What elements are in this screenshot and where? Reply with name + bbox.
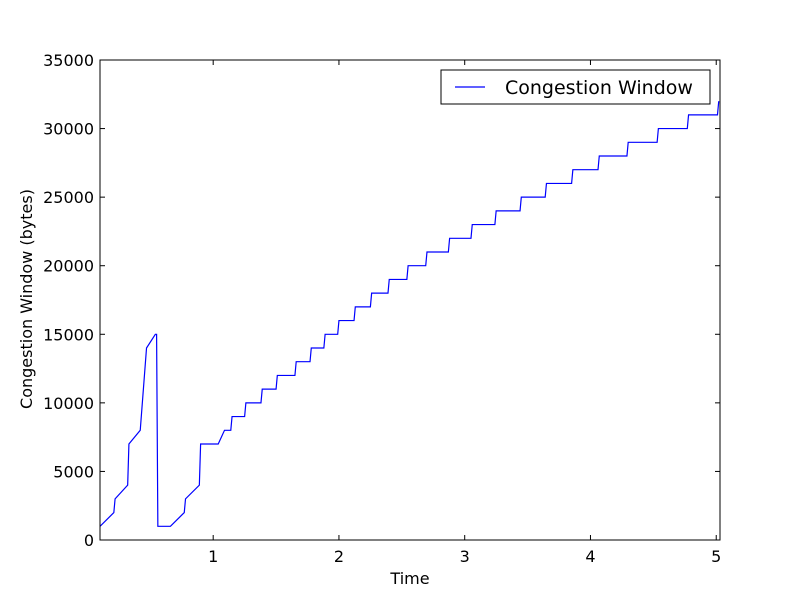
- series-line-1: [100, 101, 720, 527]
- x-tick-label: 1: [208, 547, 218, 566]
- x-tick-label: 4: [585, 547, 595, 566]
- y-tick-label: 30000: [43, 120, 94, 139]
- y-tick-label: 5000: [53, 462, 94, 481]
- legend-label: Congestion Window: [505, 77, 693, 99]
- ticks: 1 2 3 4 5 0 5000 10000 15000 20000 25000 30000 35000: [43, 51, 721, 566]
- y-tick-label: 0: [84, 531, 94, 550]
- x-tick-label: 5: [711, 547, 721, 566]
- axes-frame: [99, 59, 721, 541]
- legend-box: [440, 69, 711, 105]
- y-tick-label: 15000: [43, 325, 94, 344]
- x-tick-label: 3: [460, 547, 470, 566]
- legend: Congestion Window: [440, 69, 711, 105]
- x-tick-label: 2: [334, 547, 344, 566]
- axes-border: [99, 59, 721, 541]
- y-tick-label: 25000: [43, 188, 94, 207]
- y-tick-label: 35000: [43, 51, 94, 70]
- plot-background: [100, 60, 720, 540]
- y-tick-label: 10000: [43, 394, 94, 413]
- y-axis-title: Congestion Window (bytes): [17, 189, 36, 409]
- x-axis-title: Time: [389, 569, 429, 588]
- series-layer: [100, 101, 720, 527]
- y-tick-label: 20000: [43, 257, 94, 276]
- plot-area: [100, 60, 720, 540]
